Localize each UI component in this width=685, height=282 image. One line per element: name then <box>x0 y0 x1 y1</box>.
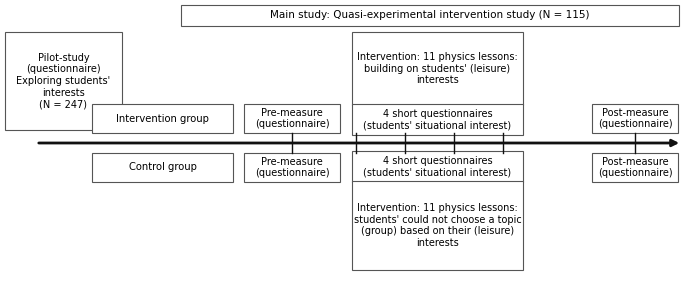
Text: 4 short questionnaires
(students' situational interest): 4 short questionnaires (students' situat… <box>364 156 512 177</box>
FancyBboxPatch shape <box>592 153 678 182</box>
Text: Control group: Control group <box>129 162 197 173</box>
FancyBboxPatch shape <box>5 32 122 130</box>
FancyBboxPatch shape <box>352 32 523 105</box>
FancyBboxPatch shape <box>244 153 340 182</box>
Text: 4 short questionnaires
(students' situational interest): 4 short questionnaires (students' situat… <box>364 109 512 130</box>
Text: Intervention group: Intervention group <box>116 113 209 124</box>
FancyBboxPatch shape <box>181 5 679 26</box>
Text: Pre-measure
(questionnaire): Pre-measure (questionnaire) <box>255 108 329 129</box>
FancyBboxPatch shape <box>244 104 340 133</box>
Text: Post-measure
(questionnaire): Post-measure (questionnaire) <box>598 108 672 129</box>
Text: Pilot-study
(questionnaire)
Exploring students'
interests
(N = 247): Pilot-study (questionnaire) Exploring st… <box>16 53 110 109</box>
FancyBboxPatch shape <box>92 153 233 182</box>
Text: Pre-measure
(questionnaire): Pre-measure (questionnaire) <box>255 157 329 178</box>
FancyBboxPatch shape <box>352 104 523 135</box>
Text: Intervention: 11 physics lessons:
students' could not choose a topic
(group) bas: Intervention: 11 physics lessons: studen… <box>353 203 521 248</box>
FancyBboxPatch shape <box>592 104 678 133</box>
FancyBboxPatch shape <box>352 151 523 182</box>
Text: Post-measure
(questionnaire): Post-measure (questionnaire) <box>598 157 672 178</box>
Text: Intervention: 11 physics lessons:
building on students' (leisure)
interests: Intervention: 11 physics lessons: buildi… <box>357 52 518 85</box>
FancyBboxPatch shape <box>92 104 233 133</box>
Text: Main study: Quasi-experimental intervention study (N = 115): Main study: Quasi-experimental intervent… <box>271 10 590 21</box>
FancyBboxPatch shape <box>352 181 523 270</box>
